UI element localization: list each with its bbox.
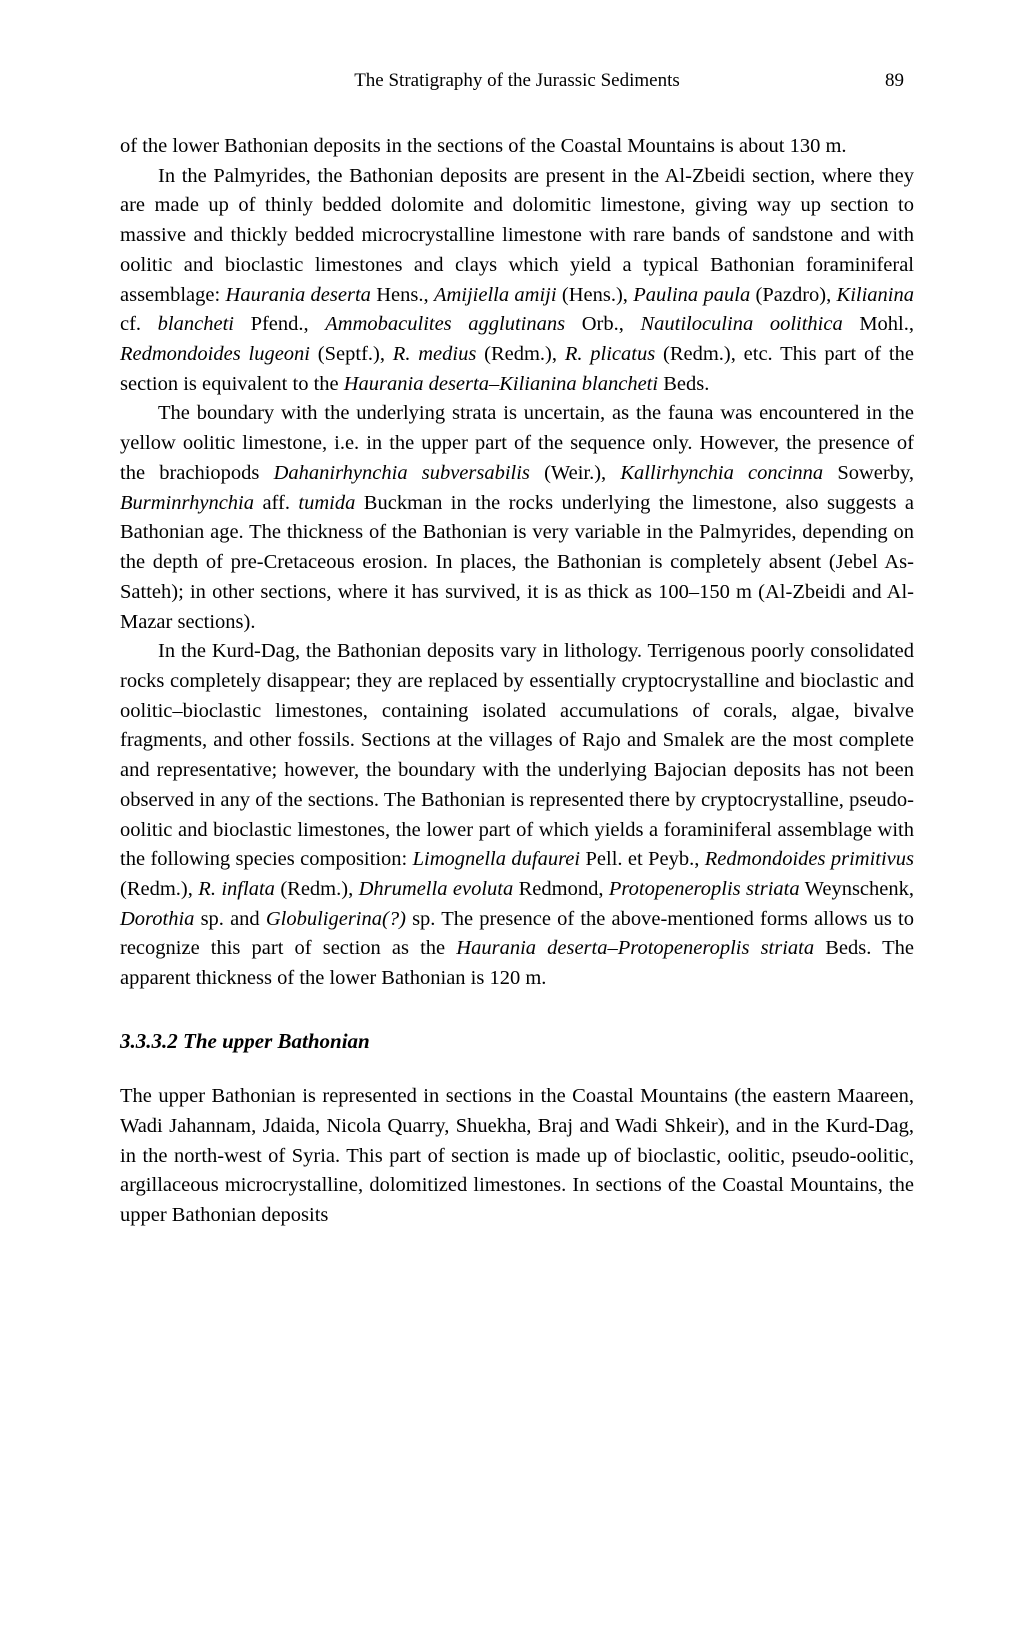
species-name: Paulina paula (633, 284, 750, 306)
text: Sowerby, (823, 462, 914, 484)
species-name: R. plicatus (565, 343, 655, 365)
paragraph-4: In the Kurd-Dag, the Bathonian deposits … (120, 637, 914, 994)
species-name: blancheti (158, 313, 234, 335)
species-name: Limognella dufaurei (413, 848, 581, 870)
species-name: Dahanirhynchia subversabilis (274, 462, 530, 484)
text: In the Kurd-Dag, the Bathonian deposits … (120, 640, 914, 870)
species-name: Dhrumella evoluta (359, 878, 514, 900)
text: (Pazdro), (750, 284, 836, 306)
text: (Hens.), (557, 284, 634, 306)
section-number: 3.3.3.2 (120, 1029, 178, 1053)
text: (Redm.), (476, 343, 564, 365)
species-name: Kallirhynchia concinna (620, 462, 823, 484)
running-title: The Stratigraphy of the Jurassic Sedimen… (170, 70, 864, 92)
page-number: 89 (864, 70, 904, 92)
text: of the lower Bathonian deposits in the s… (120, 135, 847, 157)
species-name: tumida (298, 492, 355, 514)
text: Weynschenk, (800, 878, 914, 900)
species-name: Dorothia (120, 908, 194, 930)
text: (Weir.), (530, 462, 620, 484)
species-name: Redmondoides lugeoni (120, 343, 310, 365)
species-name: Protopeneroplis striata (609, 878, 800, 900)
species-name: Haurania deserta (226, 284, 371, 306)
species-name: Kilianina (837, 284, 914, 306)
section-heading: 3.3.3.2 The upper Bathonian (120, 1026, 914, 1056)
species-name: R. medius (393, 343, 477, 365)
text: The upper Bathonian is represented in se… (120, 1085, 914, 1226)
paragraph-3: The boundary with the underlying strata … (120, 399, 914, 637)
paragraph-2: In the Palmyrides, the Bathonian deposit… (120, 162, 914, 400)
text: (Septf.), (310, 343, 393, 365)
paragraph-5: The upper Bathonian is represented in se… (120, 1082, 914, 1231)
species-name: R. inflata (198, 878, 275, 900)
text: cf. (120, 313, 158, 335)
species-name: Ammobaculites agglutinans (325, 313, 565, 335)
text: sp. and (194, 908, 265, 930)
body-text: of the lower Bathonian deposits in the s… (120, 132, 914, 1231)
text: aff. (254, 492, 298, 514)
section-title: The upper Bathonian (183, 1029, 370, 1053)
species-name: Amijiella amiji (434, 284, 557, 306)
text: (Redm.), (275, 878, 359, 900)
text: Redmond, (513, 878, 609, 900)
species-name: Globuligerina(?) (266, 908, 406, 930)
species-name: Haurania deserta–Protopeneroplis striata (456, 937, 814, 959)
text: Beds. (658, 373, 709, 395)
text: (Redm.), (120, 878, 198, 900)
page-header: The Stratigraphy of the Jurassic Sedimen… (120, 70, 914, 92)
species-name: Nautiloculina oolithica (640, 313, 842, 335)
text: Pfend., (234, 313, 325, 335)
text: Orb., (565, 313, 640, 335)
species-name: Haurania deserta–Kilianina blancheti (344, 373, 658, 395)
text: Hens., (371, 284, 434, 306)
text: Mohl., (843, 313, 914, 335)
species-name: Redmondoides primitivus (705, 848, 914, 870)
paragraph-1: of the lower Bathonian deposits in the s… (120, 132, 914, 162)
text: Pell. et Peyb., (580, 848, 705, 870)
species-name: Burminrhynchia (120, 492, 254, 514)
